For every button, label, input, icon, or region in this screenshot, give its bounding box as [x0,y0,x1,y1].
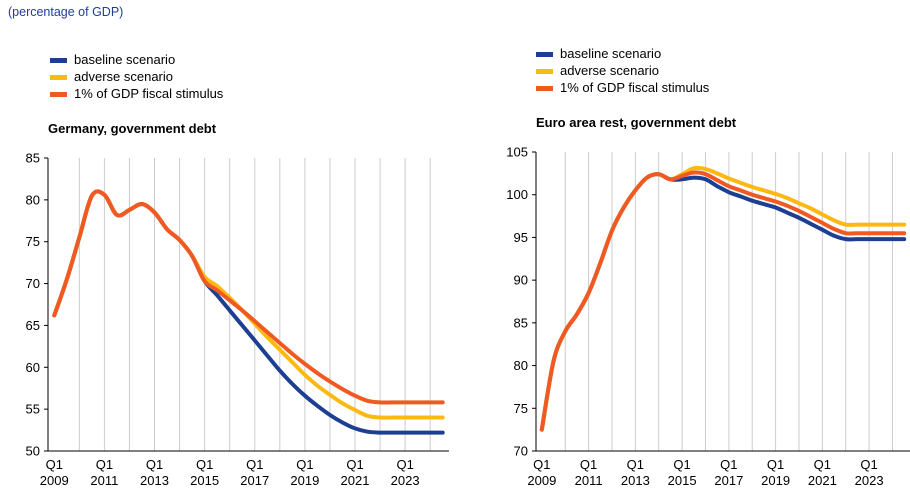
y-tick-label: 70 [26,276,40,291]
y-tick-label: 100 [506,187,528,202]
series-line-baseline-scenario [52,189,445,435]
x-tick-label: Q1 [196,457,213,472]
series-line-1-of-gdp-fiscal-stimulus [539,170,907,432]
legend-swatch-baseline [536,52,553,57]
legend-swatch-stimulus [536,86,553,91]
legend-swatch-baseline [50,58,67,63]
y-tick-label: 95 [514,230,528,245]
legend-item-adverse: adverse scenario [536,62,709,79]
x-tick-label: Q1 [296,457,313,472]
legend-label-stimulus: 1% of GDP fiscal stimulus [560,80,710,95]
x-tick-label: 2021 [808,473,837,488]
chart-title-germany: Germany, government debt [48,121,217,136]
y-tick-label: 75 [26,234,40,249]
legend-right: baseline scenario adverse scenario 1% of… [536,45,709,96]
series-line-adverse-scenario [539,165,907,432]
x-tick-label: Q1 [720,457,737,472]
x-tick-label: Q1 [580,457,597,472]
legend-label-baseline: baseline scenario [74,52,176,67]
y-tick-label: 90 [514,273,528,288]
x-tick-label: Q1 [396,457,413,472]
y-tick-label: 105 [506,145,528,160]
series-line-baseline-scenario [539,172,907,432]
series-line-1-of-gdp-fiscal-stimulus [52,189,445,405]
y-tick-label: 75 [514,401,528,416]
x-tick-label: Q1 [814,457,831,472]
chart-panel-germany: 5055606570758085Q12009Q12011Q12013Q12015… [26,151,449,488]
x-tick-label: Q1 [346,457,363,472]
y-tick-label: 55 [26,402,40,417]
x-tick-label: Q1 [673,457,690,472]
y-tick-label: 85 [26,151,40,166]
x-tick-label: 2023 [391,473,420,488]
x-tick-label: 2015 [190,473,219,488]
x-tick-label: Q1 [246,457,263,472]
x-tick-label: 2013 [621,473,650,488]
x-tick-label: 2009 [40,473,69,488]
legend-label-adverse: adverse scenario [560,63,659,78]
legend-item-adverse: adverse scenario [50,68,223,85]
x-tick-label: Q1 [860,457,877,472]
legend-swatch-adverse [536,69,553,74]
x-tick-label: Q1 [767,457,784,472]
legend-label-adverse: adverse scenario [74,69,173,84]
legend-item-baseline: baseline scenario [50,51,223,68]
y-tick-label: 85 [514,315,528,330]
legend-label-baseline: baseline scenario [560,46,662,61]
x-tick-label: 2009 [527,473,556,488]
legend-item-stimulus: 1% of GDP fiscal stimulus [50,85,223,102]
x-tick-label: Q1 [96,457,113,472]
x-tick-label: 2023 [855,473,884,488]
x-tick-label: Q1 [146,457,163,472]
x-tick-label: 2019 [290,473,319,488]
chart-subtitle: (percentage of GDP) [8,5,124,19]
legend-label-stimulus: 1% of GDP fiscal stimulus [74,86,224,101]
legend-item-baseline: baseline scenario [536,45,709,62]
x-tick-label: 2011 [575,473,603,488]
x-tick-label: 2021 [341,473,370,488]
chart-title-euro-area-rest: Euro area rest, government debt [536,115,737,130]
series-line-adverse-scenario [52,189,445,420]
y-tick-label: 50 [26,444,40,459]
x-tick-label: 2017 [240,473,269,488]
y-tick-label: 65 [26,318,40,333]
legend-left: baseline scenario adverse scenario 1% of… [50,51,223,102]
x-tick-label: Q1 [533,457,550,472]
x-tick-label: Q1 [46,457,63,472]
x-tick-label: 2019 [761,473,790,488]
x-tick-label: 2017 [714,473,743,488]
legend-swatch-stimulus [50,92,67,97]
x-tick-label: Q1 [627,457,644,472]
x-tick-label: 2011 [90,473,118,488]
y-tick-label: 70 [514,444,528,459]
y-tick-label: 80 [514,358,528,373]
y-tick-label: 60 [26,360,40,375]
chart-panel-euro-area-rest: 707580859095100105Q12009Q12011Q12013Q120… [506,145,910,488]
y-tick-label: 80 [26,192,40,207]
legend-item-stimulus: 1% of GDP fiscal stimulus [536,79,709,96]
x-tick-label: 2015 [668,473,697,488]
x-tick-label: 2013 [140,473,169,488]
legend-swatch-adverse [50,75,67,80]
